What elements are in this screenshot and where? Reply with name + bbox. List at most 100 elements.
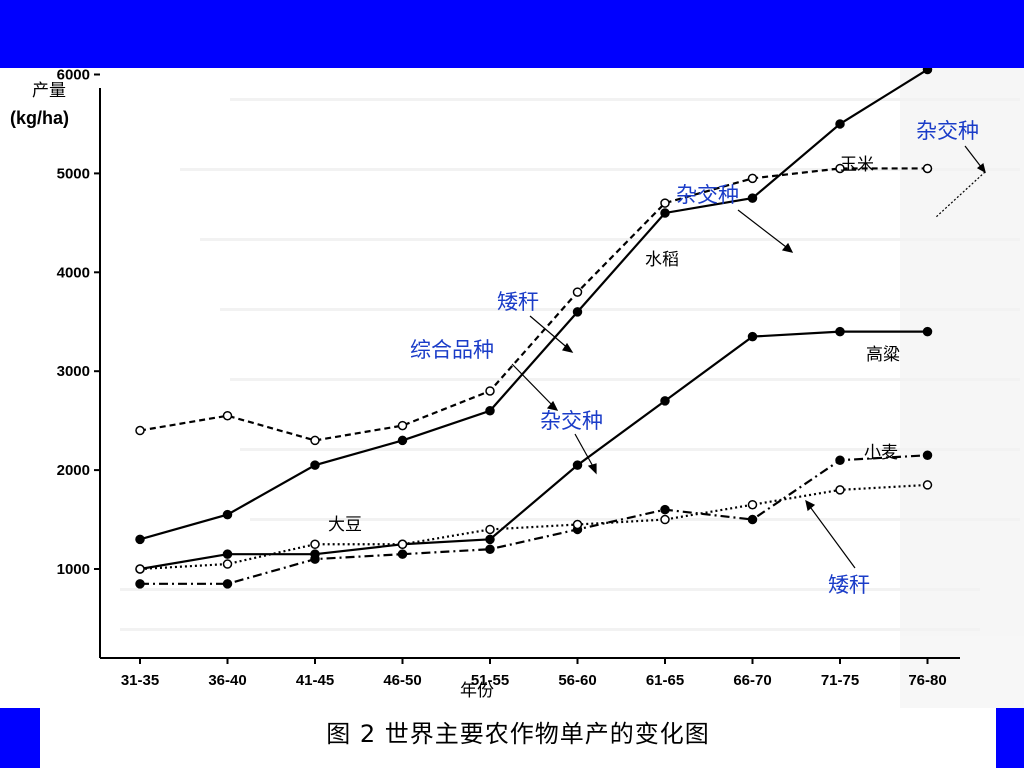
arrowhead-dwarf-wheat — [805, 499, 816, 512]
annotation-dwarf-wheat: 矮秆 — [828, 573, 870, 597]
label-soybean: 大豆 — [328, 515, 362, 535]
arrowhead-dwarf-rice — [562, 342, 574, 353]
arrow-hybrid-sorghum — [574, 433, 596, 471]
series-line — [139, 68, 929, 541]
data-point — [572, 287, 583, 297]
data-point — [310, 460, 320, 470]
data-point — [747, 499, 758, 510]
label-corn: 玉米 — [840, 155, 874, 175]
arrow-dwarf-wheat — [807, 503, 856, 569]
annotation-synthetic-variety: 综合品种 — [410, 338, 494, 362]
annotation-dwarf-rice: 矮秆 — [497, 290, 539, 314]
data-point — [135, 534, 145, 545]
data-point — [310, 554, 320, 564]
data-point — [660, 514, 670, 525]
data-point — [222, 509, 233, 520]
data-point — [660, 198, 670, 208]
data-point — [660, 396, 670, 406]
y-axis-label-line2: (kg/ha) — [10, 108, 69, 128]
x-axis-label: 年份 — [460, 681, 494, 701]
label-rice: 水稻 — [645, 250, 679, 270]
background-texture — [120, 68, 1024, 708]
data-point — [922, 450, 933, 461]
data-point — [747, 331, 758, 342]
leader-hybrid-top — [934, 171, 986, 219]
figure-caption: 图 2 世界主要农作物单产的变化图 — [326, 720, 710, 748]
annotation-arrows — [511, 145, 986, 569]
data-point — [922, 480, 933, 490]
data-point — [835, 119, 845, 129]
y-tick-label: 2000 — [57, 462, 90, 479]
data-point — [835, 163, 845, 174]
data-point — [222, 549, 233, 559]
arrowhead-hybrid-top — [976, 162, 986, 174]
annotation-hybrid-corn-top: 杂交种 — [916, 119, 979, 143]
annotation-hybrid-corn: 杂交种 — [676, 183, 739, 207]
data-point — [922, 68, 933, 75]
data-point — [485, 406, 495, 416]
label-sorghum: 高粱 — [866, 345, 900, 365]
arrowhead-synthetic — [546, 400, 559, 411]
data-point — [485, 544, 495, 554]
series-line — [139, 483, 928, 571]
data-point — [397, 539, 408, 550]
data-point — [222, 559, 233, 569]
x-tick-label: 66-70 — [733, 672, 771, 689]
y-tick-label: 5000 — [57, 165, 90, 182]
x-tick-label: 76-80 — [908, 672, 946, 689]
label-wheat: 小麦 — [864, 443, 898, 463]
arrowhead-hybrid-corn — [781, 242, 794, 253]
x-tick-label: 46-50 — [383, 672, 421, 689]
caption-box: 图 2 世界主要农作物单产的变化图 — [40, 708, 996, 768]
x-tick-label: 71-75 — [821, 672, 859, 689]
y-tick-label: 6000 — [57, 68, 90, 84]
series-0 — [135, 68, 933, 545]
top-band — [0, 0, 1024, 68]
data-point — [572, 460, 583, 470]
data-point — [660, 208, 670, 218]
data-point — [572, 307, 583, 317]
arrowhead-hybrid-sorghum — [587, 463, 597, 475]
data-point — [310, 435, 320, 446]
x-tick-label: 51-55 — [471, 672, 509, 689]
data-point — [397, 420, 408, 431]
data-point — [485, 386, 495, 396]
x-tick-label: 56-60 — [558, 672, 596, 689]
data-point — [660, 504, 670, 515]
chart-area: 产量 (kg/ha) 年份 1000 2000 3000 4000 5000 6000 31… — [0, 68, 1024, 708]
data-point — [572, 519, 583, 530]
data-point — [835, 326, 845, 337]
annotation-hybrid-sorghum: 杂交种 — [540, 409, 603, 433]
series-3 — [135, 450, 933, 589]
data-point — [747, 193, 758, 203]
axes: 1000 2000 3000 4000 5000 6000 31-35 36-40 41-45 4… — [57, 68, 960, 689]
y-tick-label: 1000 — [57, 561, 90, 578]
x-tick-label: 41-45 — [296, 672, 334, 689]
data-point — [835, 455, 845, 465]
data-point — [747, 173, 758, 184]
data-point — [310, 539, 320, 550]
y-tick-label: 4000 — [57, 264, 90, 281]
data-point — [135, 579, 145, 589]
y-axis-label-line1: 产量 — [32, 81, 66, 101]
data-point — [135, 564, 145, 574]
yield-chart: 产量 (kg/ha) 年份 1000 2000 3000 4000 5000 6000 31… — [10, 68, 1024, 708]
data-point — [222, 410, 233, 421]
series-line — [139, 167, 928, 442]
data-point — [397, 435, 408, 446]
data-point — [222, 579, 233, 589]
arrow-synthetic — [511, 363, 556, 409]
arrow-dwarf-rice — [529, 315, 571, 351]
series-layer — [135, 68, 933, 589]
series-1 — [135, 163, 933, 446]
x-tick-label: 61-65 — [646, 672, 684, 689]
data-point — [922, 326, 933, 337]
x-tick-label: 31-35 — [121, 672, 159, 689]
data-point — [747, 514, 758, 525]
data-point — [397, 549, 408, 559]
data-point — [485, 534, 495, 545]
data-point — [135, 425, 145, 436]
y-tick-label: 3000 — [57, 363, 90, 380]
series-4 — [135, 480, 933, 574]
data-point — [922, 163, 933, 174]
